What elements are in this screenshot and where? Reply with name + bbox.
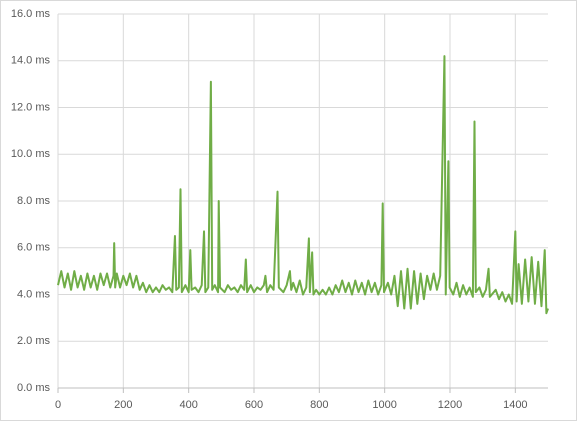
y-tick-label: 14.0 ms xyxy=(11,55,51,67)
x-tick-label: 200 xyxy=(114,399,132,411)
y-tick-label: 10.0 ms xyxy=(11,148,51,160)
x-tick-label: 1000 xyxy=(372,399,396,411)
line-series xyxy=(57,55,549,315)
y-tick-label: 6.0 ms xyxy=(17,242,51,254)
x-tick-label: 1400 xyxy=(503,399,527,411)
y-tick-label: 4.0 ms xyxy=(17,288,51,300)
y-tick-label: 12.0 ms xyxy=(11,101,51,113)
y-tick-label: 0.0 ms xyxy=(17,382,51,394)
x-tick-label: 0 xyxy=(55,399,61,411)
x-tick-label: 800 xyxy=(310,399,328,411)
y-tick-label: 8.0 ms xyxy=(17,195,51,207)
x-tick-label: 1200 xyxy=(438,399,462,411)
y-tick-label: 2.0 ms xyxy=(17,335,51,347)
y-tick-label: 16.0 ms xyxy=(11,8,51,20)
x-tick-label: 600 xyxy=(245,399,263,411)
x-tick-label: 400 xyxy=(179,399,197,411)
